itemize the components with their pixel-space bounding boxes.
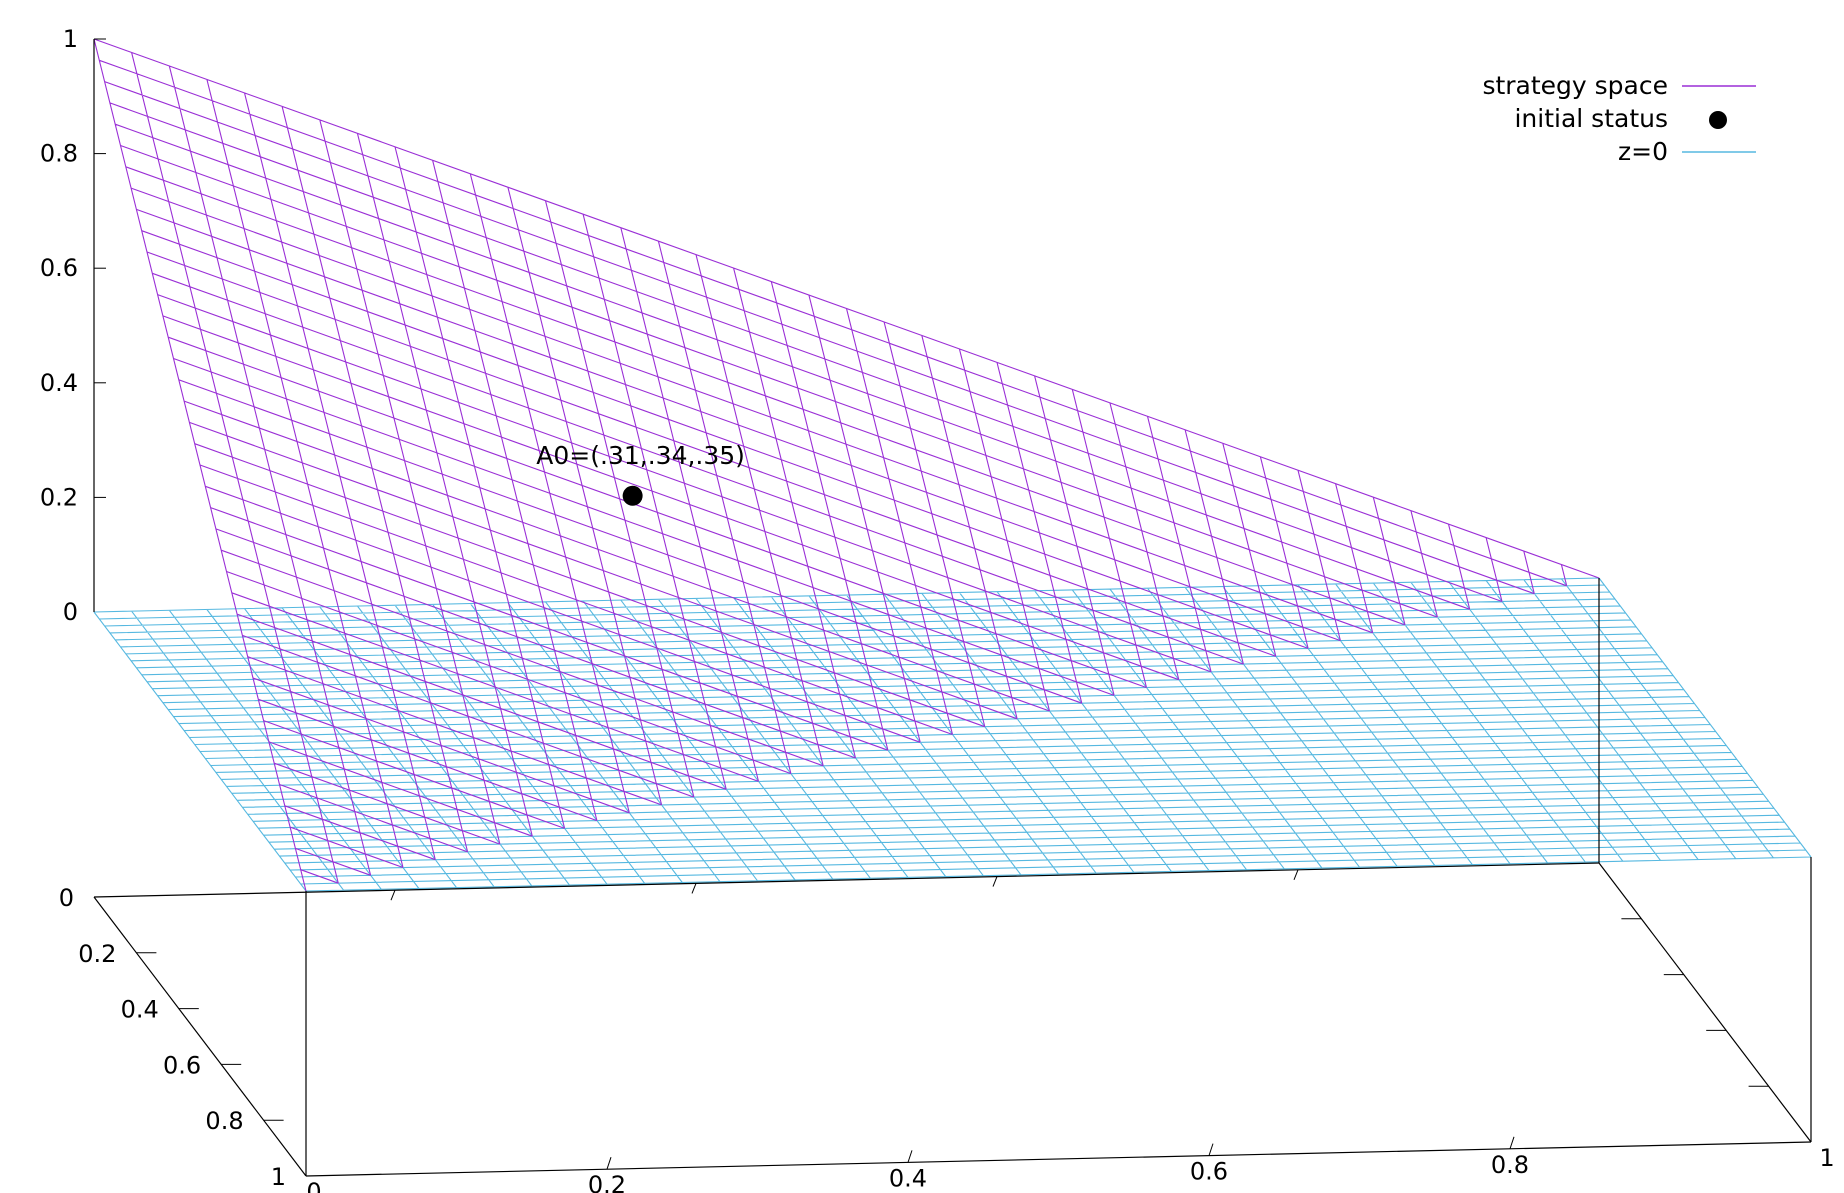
x-tick-far (691, 883, 697, 894)
y-axis-line (93, 896, 307, 1177)
z-tick-label: 0.6 (40, 254, 78, 282)
legend-label: z=0 (1618, 137, 1668, 166)
legend-point-marker (1709, 111, 1727, 129)
box-right-edge (1598, 862, 1812, 1143)
legend-label: strategy space (1482, 71, 1668, 100)
legend: strategy space initial status z=0 (1482, 71, 1756, 166)
legend-label: initial status (1514, 104, 1668, 133)
z0-surface-mesh (93, 577, 1812, 892)
y-tick-label: 0.6 (163, 1051, 201, 1079)
x-tick (1509, 1136, 1515, 1149)
z-tick-label: 0.4 (40, 369, 78, 397)
strategy-space-mesh (93, 38, 1600, 892)
x-tick-label: 0.4 (889, 1164, 927, 1192)
x-tick-label: 0.2 (588, 1171, 626, 1193)
z-tick-label: 1 (63, 25, 78, 53)
data-points: A0=(.31,.34,.35) (536, 441, 745, 506)
y-tick-label: 0.4 (121, 996, 159, 1024)
x-tick (1208, 1143, 1214, 1156)
y-tick-label: 0.2 (78, 940, 116, 968)
x-tick (907, 1150, 913, 1163)
x-tick (606, 1157, 612, 1170)
x-tick-far (1293, 869, 1299, 880)
x-tick-label: 1 (1819, 1144, 1834, 1172)
x-tick-label: 0 (306, 1178, 321, 1193)
axis-tick-labels: 0 0.2 0.4 0.6 0.8 100.20.40.60.8100.20.40.60.… (40, 25, 1835, 1193)
box-back-edge (93, 862, 1600, 898)
y-tick-label: 0 (59, 884, 74, 912)
x-tick-label: 0.6 (1190, 1158, 1228, 1186)
x-tick-far (390, 890, 396, 901)
x-tick-label: 0.8 (1491, 1151, 1529, 1179)
strategy-mesh-lines (93, 38, 1600, 892)
x-axis-line (305, 1141, 1812, 1177)
z-tick-label: 0.8 (40, 140, 78, 168)
point-annotation: A0=(.31,.34,.35) (536, 441, 745, 470)
axis-ticks (94, 38, 1769, 1170)
z0-mesh-lines (93, 577, 1812, 892)
z-tick-label: 0 (63, 598, 78, 626)
z-tick-label: 0.2 (40, 483, 78, 511)
axis-box (93, 39, 1812, 1177)
y-tick-label: 1 (271, 1163, 286, 1191)
x-tick-far (992, 876, 998, 887)
initial-status-point (622, 485, 643, 506)
y-tick-label: 0.8 (205, 1107, 243, 1135)
